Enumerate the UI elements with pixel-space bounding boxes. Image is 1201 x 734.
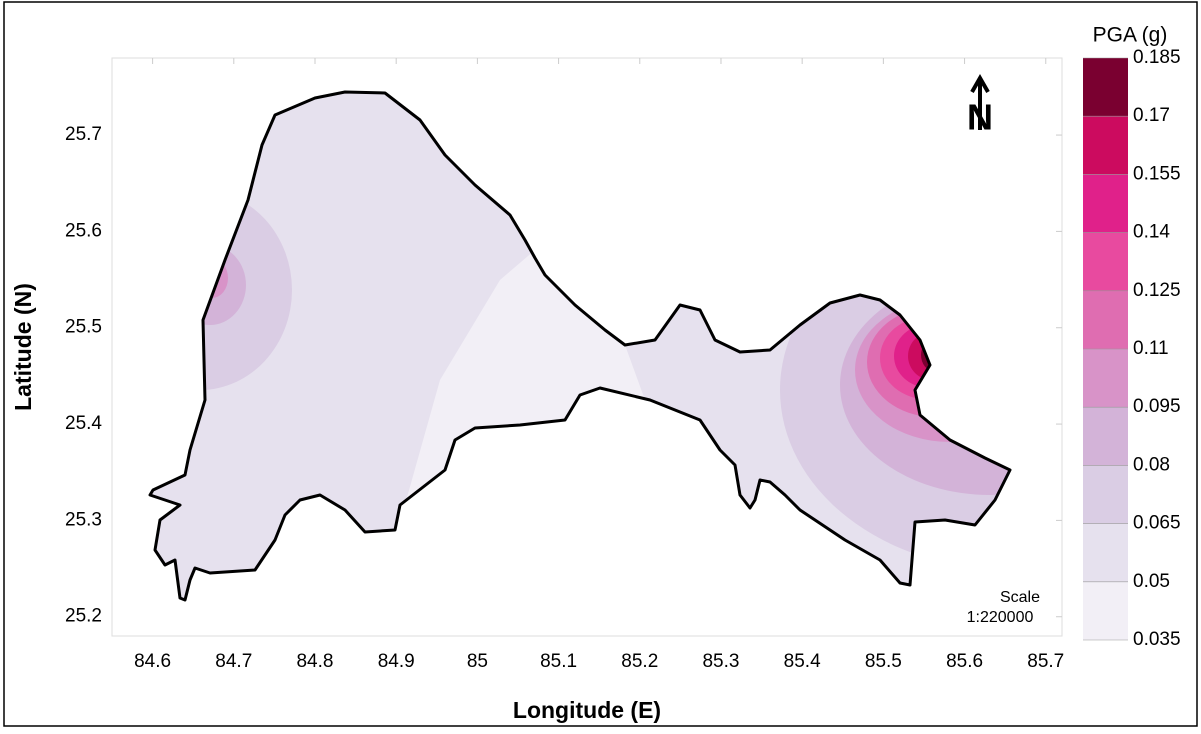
colorbar-tick-label: 0.125 xyxy=(1133,280,1181,301)
x-tick-label: 85.2 xyxy=(621,651,658,672)
colorbar-band xyxy=(1083,581,1128,640)
plot-box xyxy=(111,57,1063,637)
colorbar-band xyxy=(1083,349,1128,408)
x-tick-label: 84.8 xyxy=(296,651,333,672)
x-tick-label: 84.7 xyxy=(215,651,252,672)
north-arrow: N xyxy=(967,73,993,138)
colorbar-tick-label: 0.095 xyxy=(1133,396,1181,417)
contour-band xyxy=(395,250,645,540)
colorbar-tick-label: 0.11 xyxy=(1133,338,1169,359)
colorbar-title: PGA (g) xyxy=(1093,24,1168,47)
x-tick-label: 85.6 xyxy=(946,651,983,672)
y-tick-label: 25.7 xyxy=(65,124,102,145)
y-tick-label: 25.4 xyxy=(65,413,102,434)
colorbar-band xyxy=(1083,58,1128,117)
x-tick-label: 85.3 xyxy=(702,651,739,672)
colorbar-tick-label: 0.17 xyxy=(1133,105,1170,126)
x-tick-label: 85.7 xyxy=(1027,651,1064,672)
y-tick-label: 25.6 xyxy=(65,220,102,241)
colorbar-tick-label: 0.14 xyxy=(1133,222,1170,243)
colorbar-band xyxy=(1083,290,1128,349)
colorbar-band xyxy=(1083,465,1128,524)
north-arrow-head xyxy=(970,73,990,93)
colorbar-tick-label: 0.08 xyxy=(1133,454,1170,475)
x-tick-label: 85.1 xyxy=(540,651,577,672)
district-boundary xyxy=(148,90,1012,602)
scale-title: Scale xyxy=(1000,589,1040,606)
north-label: N xyxy=(967,97,993,138)
x-tick-label: 84.9 xyxy=(378,651,415,672)
x-tick-label: 85.4 xyxy=(784,651,821,672)
colorbar-tick-label: 0.065 xyxy=(1133,513,1181,534)
y-tick-label: 25.2 xyxy=(65,606,102,627)
x-tick-label: 84.6 xyxy=(134,651,171,672)
colorbar-band xyxy=(1083,232,1128,291)
colorbar-band xyxy=(1083,174,1128,233)
y-tick-label: 25.3 xyxy=(65,509,102,530)
scale-ratio: 1:220000 xyxy=(967,609,1034,626)
x-tick-label: 85 xyxy=(467,651,488,672)
colorbar-tick-label: 0.155 xyxy=(1133,163,1181,184)
colorbar-tick-label: 0.05 xyxy=(1133,571,1170,592)
colorbar-tick-label: 0.185 xyxy=(1133,47,1181,68)
x-tick-label: 85.5 xyxy=(865,651,902,672)
x-axis-label: Longitude (E) xyxy=(513,697,661,723)
y-tick-label: 25.5 xyxy=(65,317,102,338)
colorbar-band xyxy=(1083,407,1128,466)
y-axis-label: Latitude (N) xyxy=(10,283,36,411)
colorbar-tick-label: 0.035 xyxy=(1133,629,1181,650)
colorbar-band xyxy=(1083,116,1128,175)
colorbar-band xyxy=(1083,523,1128,582)
